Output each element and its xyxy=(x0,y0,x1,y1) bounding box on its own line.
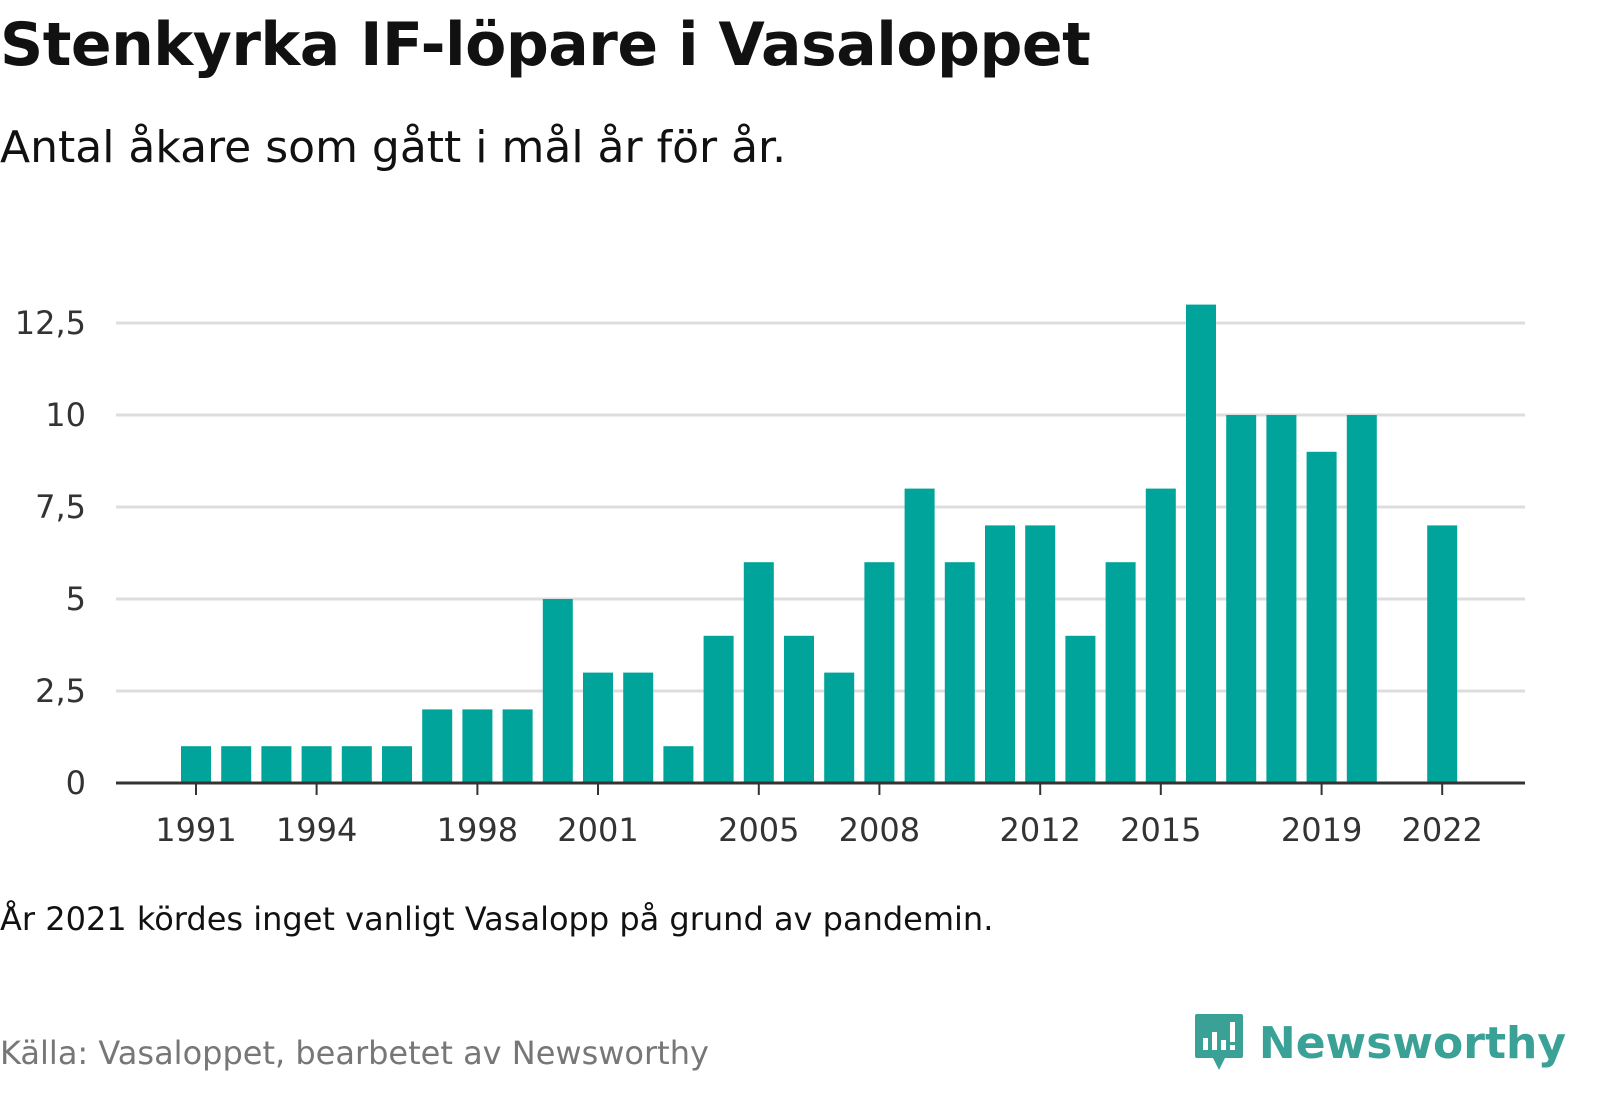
bar-2001 xyxy=(583,672,613,783)
brand-logo: Newsworthy xyxy=(1193,1012,1566,1074)
bar-1998 xyxy=(462,709,493,783)
bar-1996 xyxy=(382,746,412,783)
bar-2008 xyxy=(864,562,895,783)
source-text: Källa: Vasaloppet, bearbetet av Newswort… xyxy=(0,1034,709,1072)
bar-1999 xyxy=(502,709,533,783)
bar-2014 xyxy=(1105,562,1136,783)
bar-2012 xyxy=(1025,525,1056,783)
newsworthy-logo-icon xyxy=(1194,1014,1243,1070)
x-tick-label: 1998 xyxy=(437,811,518,849)
bar-2003 xyxy=(663,746,694,783)
x-tick-label: 2022 xyxy=(1401,811,1482,849)
y-axis-ticks: 0 2,5 5 7,5 10 12,5 xyxy=(15,304,86,802)
y-tick-label: 12,5 xyxy=(15,304,86,342)
bar-1991 xyxy=(181,746,211,783)
x-axis-ticks: 1991 1994 1998 2001 2005 2008 2012 2015 2019 2022 xyxy=(155,783,1483,849)
bar-2018 xyxy=(1266,415,1297,783)
bar-1995 xyxy=(341,746,372,783)
bar-2017 xyxy=(1226,415,1257,783)
y-tick-label: 10 xyxy=(45,396,86,434)
x-tick-label: 2008 xyxy=(839,811,920,849)
bar-1992 xyxy=(221,746,252,783)
x-tick-label: 2001 xyxy=(557,811,638,849)
x-tick-label: 2019 xyxy=(1281,811,1362,849)
bar-1993 xyxy=(261,746,292,783)
y-tick-label: 7,5 xyxy=(35,488,86,526)
bar-2009 xyxy=(904,488,935,783)
bar-chart: 0 2,5 5 7,5 10 12,5 1991 1994 1998 2001 2005 2008 2… xyxy=(15,304,1525,849)
x-tick-label: 2015 xyxy=(1120,811,1201,849)
x-tick-label: 1994 xyxy=(276,811,357,849)
bar-2004 xyxy=(703,635,734,783)
bar-2002 xyxy=(623,672,654,783)
bar-2022 xyxy=(1427,525,1458,783)
bar-2020 xyxy=(1346,415,1377,783)
bar-1994 xyxy=(301,746,332,783)
bar-1997 xyxy=(422,709,453,783)
x-tick-label: 2012 xyxy=(999,811,1080,849)
bar-2000 xyxy=(542,599,573,783)
bar-2006 xyxy=(784,635,814,783)
y-tick-label: 2,5 xyxy=(35,672,86,710)
bar-2011 xyxy=(985,525,1015,783)
bar-2007 xyxy=(824,672,855,783)
brand-name: Newsworthy xyxy=(1258,1017,1566,1069)
bars xyxy=(181,304,1458,783)
bar-2005 xyxy=(743,562,774,783)
bar-2016 xyxy=(1186,304,1216,783)
bar-2015 xyxy=(1145,488,1176,783)
x-tick-label: 1991 xyxy=(155,811,236,849)
bar-2019 xyxy=(1306,451,1337,783)
chart-title: Stenkyrka IF-löpare i Vasaloppet xyxy=(0,10,1091,80)
bar-2013 xyxy=(1065,635,1096,783)
y-tick-label: 5 xyxy=(66,580,86,618)
chart-subtitle: Antal åkare som gått i mål år för år. xyxy=(0,122,787,173)
chart-note: År 2021 kördes inget vanligt Vasalopp på… xyxy=(0,900,994,938)
bar-2010 xyxy=(944,562,975,783)
y-tick-label: 0 xyxy=(66,764,86,802)
x-tick-label: 2005 xyxy=(718,811,799,849)
